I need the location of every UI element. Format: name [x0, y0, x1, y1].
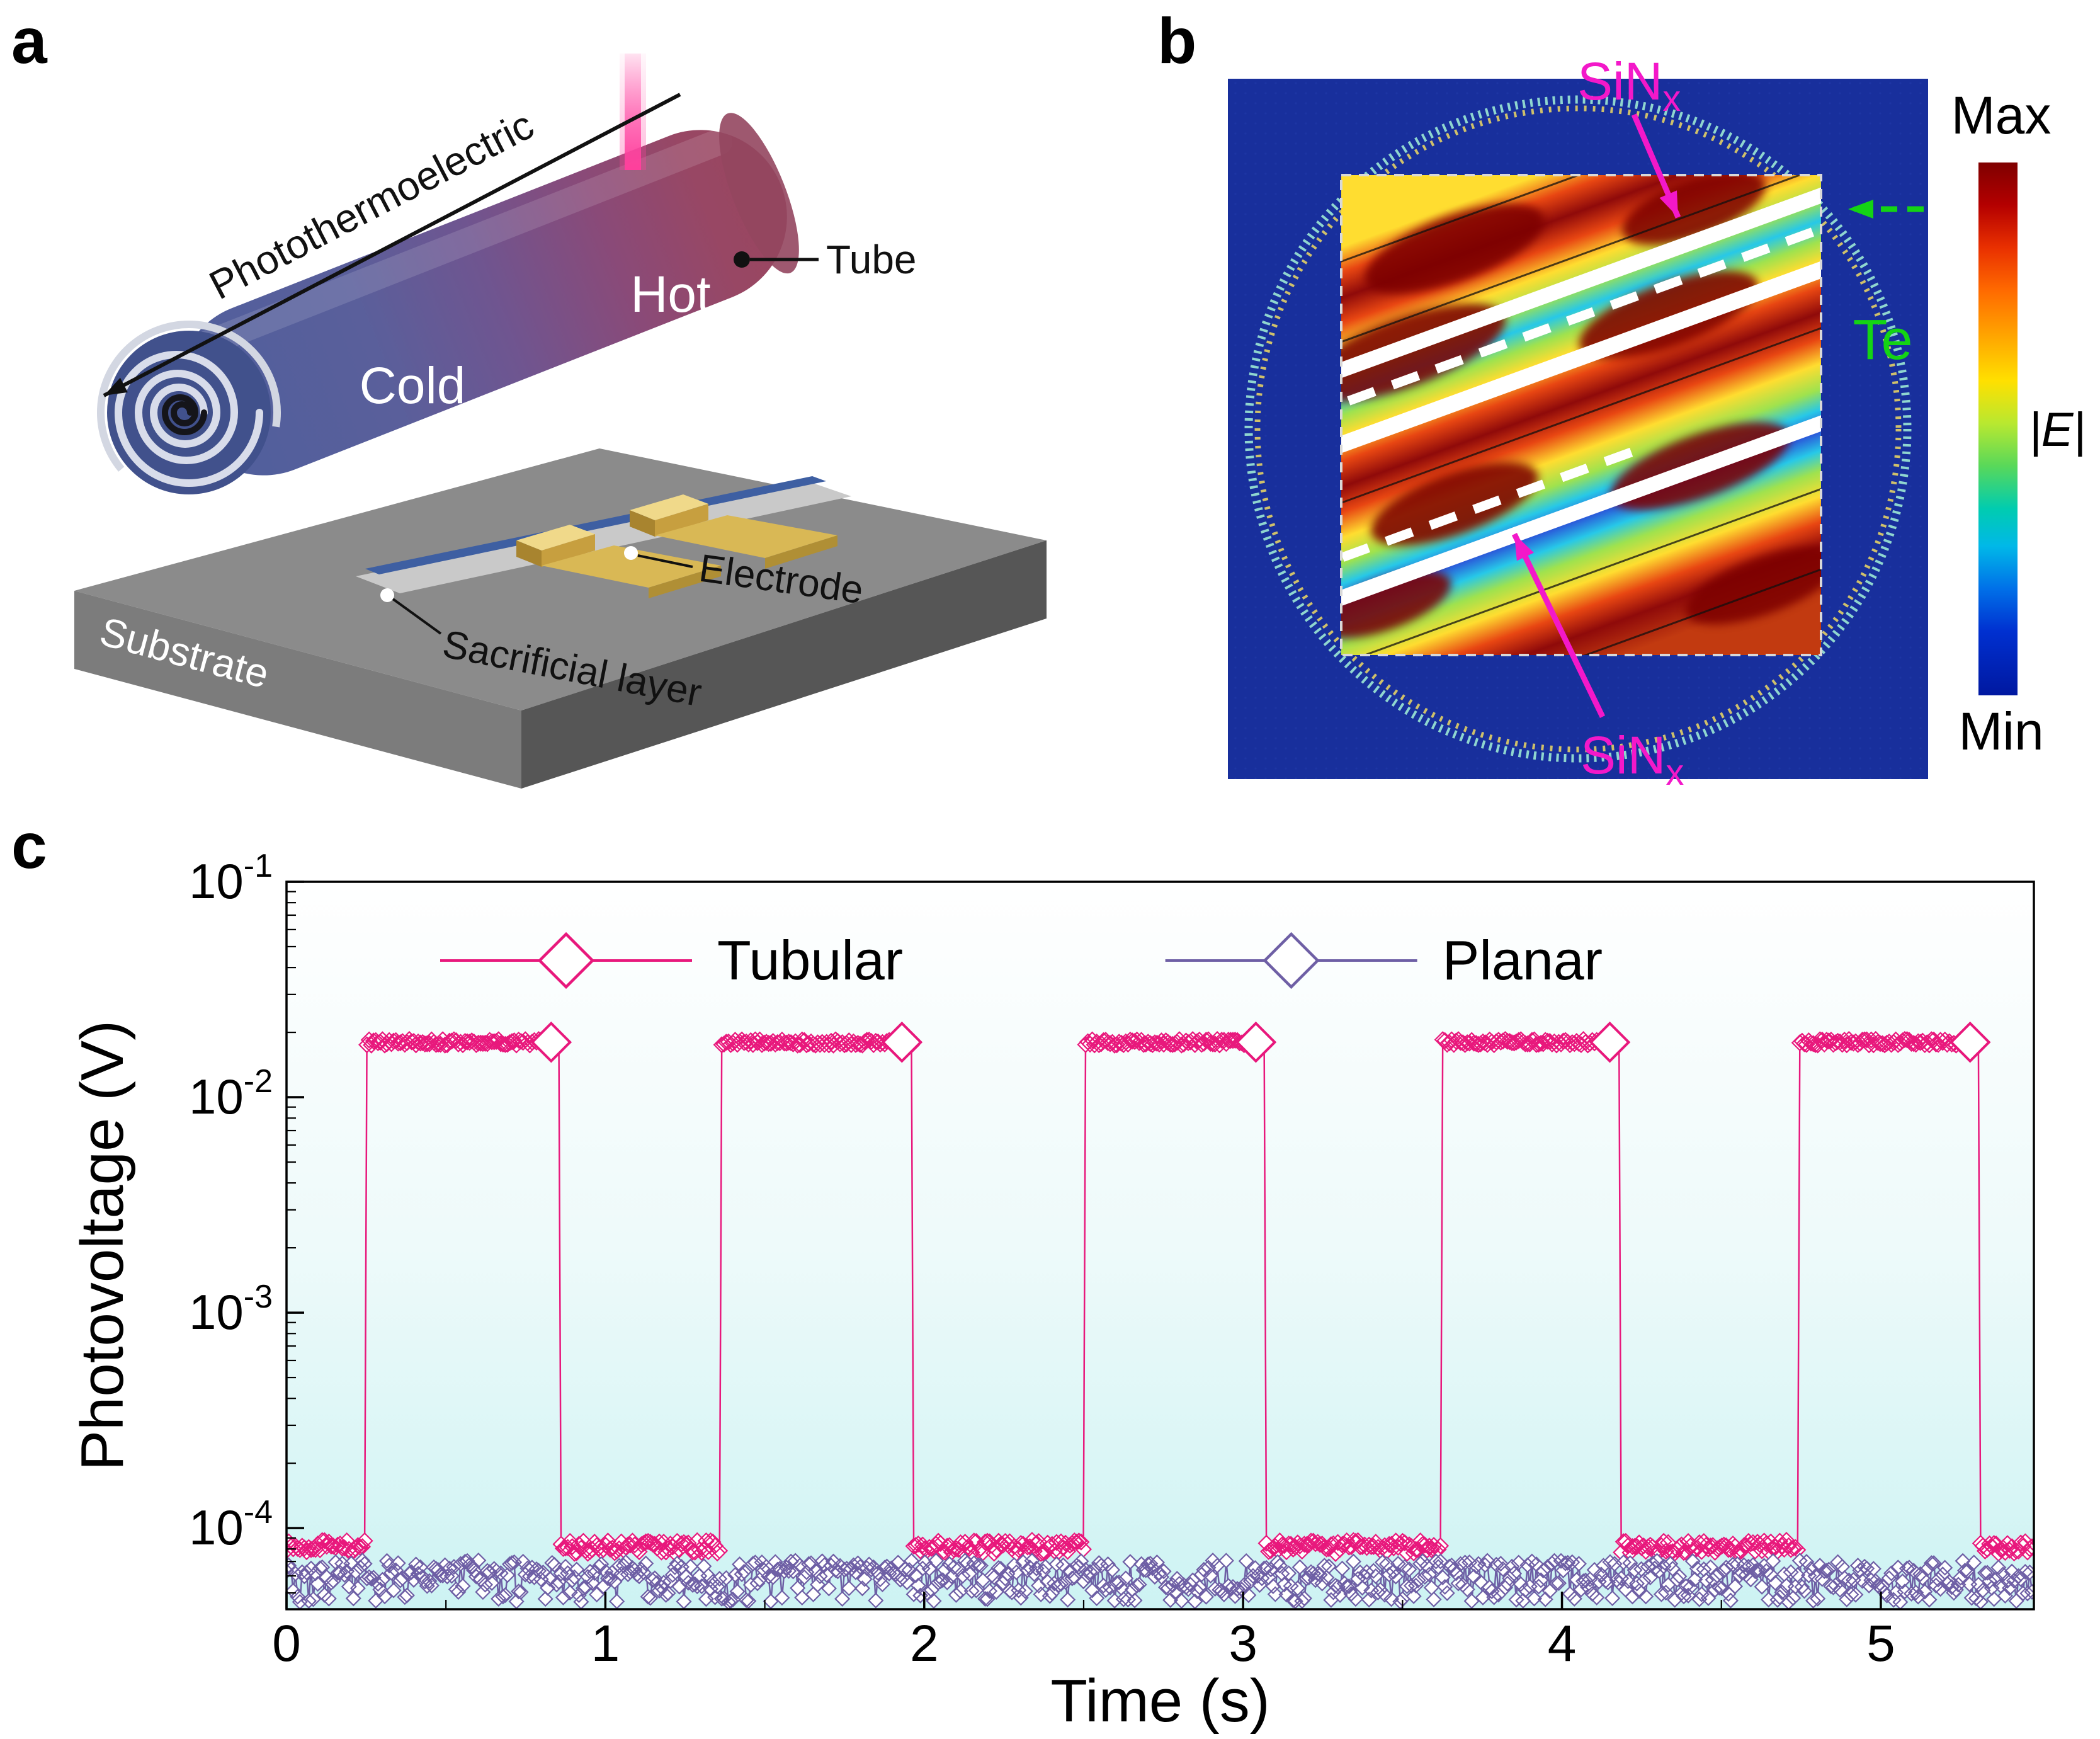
substrate-block: [74, 448, 1047, 789]
colorbar-max-label: Max: [1951, 86, 2052, 145]
tubular-end-markers: [530, 1021, 1991, 1063]
tube-body: [97, 113, 799, 505]
x-tick-label: 4: [1548, 1615, 1577, 1672]
cold-label: Cold: [360, 357, 466, 414]
y-tick-label: 10-1: [189, 848, 273, 909]
y-axis-label: Photovoltage (V): [69, 1020, 136, 1471]
y-tick-label: 10-4: [189, 1494, 273, 1555]
legend-marker-tubular: [537, 932, 595, 989]
axes-box: [285, 881, 2035, 1611]
x-tick-label: 1: [591, 1615, 620, 1672]
colorbar: [1978, 162, 2018, 695]
plot-background: [287, 882, 2034, 1609]
x-tick-label: 2: [910, 1615, 939, 1672]
sinx-top-label: SiNx: [1577, 52, 1681, 119]
circular-boundary-ring: [1244, 95, 1912, 763]
te-label: Te: [1853, 309, 1912, 372]
legend-label-planar: Planar: [1443, 929, 1603, 991]
colorbar-min-label: Min: [1958, 702, 2043, 761]
field-map-inset: [1341, 175, 1821, 655]
x-tick-label: 5: [1866, 1615, 1895, 1672]
spiral-wall-lines: [1341, 175, 1821, 655]
x-tick-label: 0: [272, 1615, 301, 1672]
colorbar-quantity-label: |E|: [2029, 403, 2086, 457]
x-axis-label: Time (s): [1050, 1667, 1269, 1735]
legend-label-tubular: Tubular: [717, 929, 903, 991]
photovoltage-chart: 10-1 10-2 10-3 10-4 0 1 2 3 4 5 Time (s) Photovolta…: [69, 848, 2035, 1735]
panel-a-schematic: Photothermoelectric Hot Cold Tube Electr…: [74, 54, 1047, 789]
hot-label: Hot: [630, 266, 711, 323]
panel-c-label: c: [11, 810, 47, 882]
laser-beam: [620, 54, 646, 170]
sinx-bottom-label: SiNx: [1581, 726, 1684, 793]
y-tick-label: 10-2: [189, 1063, 273, 1124]
planar-markers: [287, 1552, 2034, 1609]
electrode-right: [630, 494, 837, 569]
photothermoelectric-arrow: [103, 93, 681, 397]
electrode-left: [516, 525, 721, 598]
legend-marker-planar: [1263, 932, 1320, 989]
panel-a-label: a: [11, 5, 47, 77]
y-tick-label: 10-3: [189, 1279, 273, 1340]
panel-b-simulation: SiNx SiNx Te Max Min |E|: [1228, 52, 2086, 793]
tube-label: Tube: [826, 237, 917, 282]
x-tick-label: 3: [1229, 1615, 1257, 1672]
sinx-bottom-arrow: [1511, 533, 1606, 718]
white-layer-stripes: [1341, 175, 1821, 634]
tube-callout: Tube: [734, 237, 917, 282]
inset-border: [1340, 174, 1822, 656]
panel-b-label: b: [1157, 5, 1197, 77]
sinx-top-arrow: [1631, 113, 1681, 219]
dashed-te-layers: [1341, 198, 1821, 594]
sacrificial-layer-strip: [356, 476, 851, 593]
